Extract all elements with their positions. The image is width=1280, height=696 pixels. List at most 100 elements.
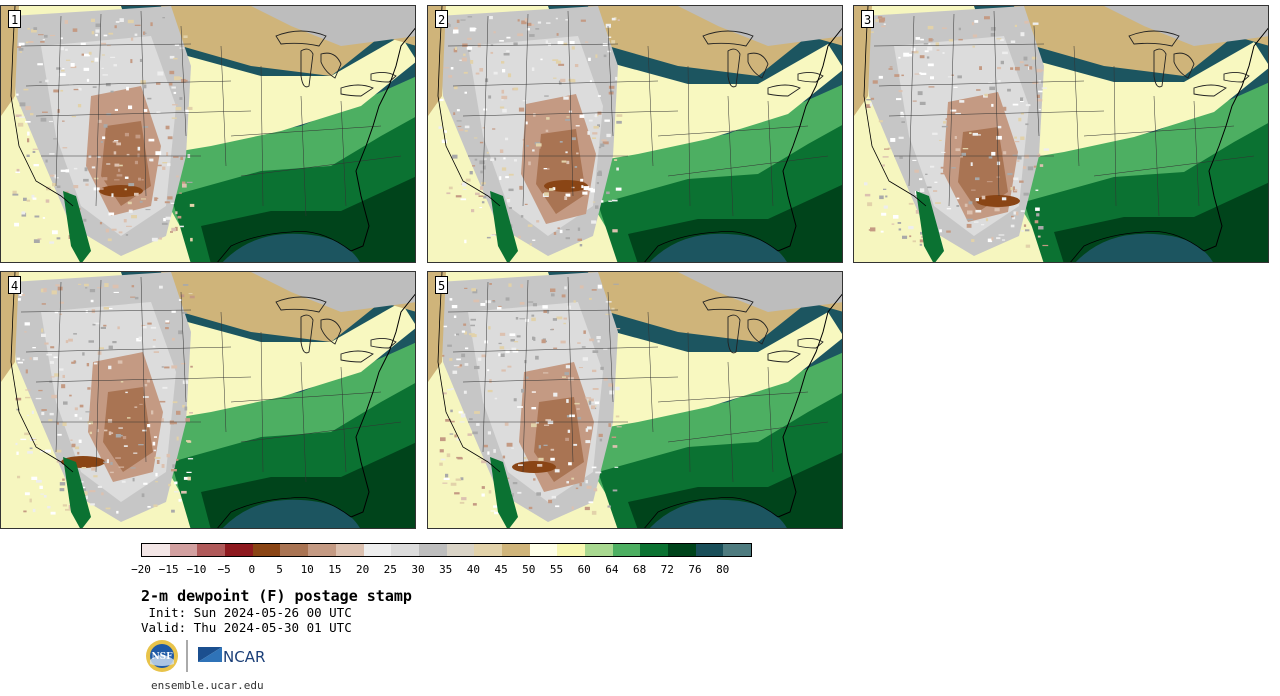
great-lake-outline xyxy=(727,48,741,88)
speckle xyxy=(469,27,476,32)
speckle xyxy=(84,53,90,57)
speckle xyxy=(453,86,458,90)
speckle xyxy=(480,170,483,174)
speckle xyxy=(173,57,178,60)
speckle xyxy=(73,185,79,189)
speckle xyxy=(499,176,502,180)
speckle xyxy=(91,466,96,471)
speckle xyxy=(1014,136,1017,139)
speckle xyxy=(50,376,55,378)
speckle xyxy=(591,405,595,409)
speckle xyxy=(49,361,54,364)
speckle xyxy=(176,175,179,178)
init-time: Init: Sun 2024-05-26 00 UTC xyxy=(141,605,352,620)
speckle xyxy=(130,37,134,41)
speckle xyxy=(573,300,576,303)
speckle xyxy=(526,145,529,147)
speckle xyxy=(543,310,547,313)
speckle xyxy=(18,47,24,51)
speckle xyxy=(492,300,496,303)
speckle xyxy=(880,230,884,233)
speckle xyxy=(493,31,496,34)
speckle xyxy=(1012,216,1016,220)
speckle xyxy=(29,357,32,360)
speckle xyxy=(18,42,25,47)
colorbar-tick-label: 80 xyxy=(716,563,730,576)
speckle xyxy=(1012,103,1019,106)
speckle xyxy=(75,446,80,450)
speckle xyxy=(449,358,453,361)
speckle xyxy=(517,19,520,22)
speckle xyxy=(486,151,489,154)
speckle xyxy=(615,76,618,81)
speckle xyxy=(912,240,916,243)
speckle xyxy=(589,297,592,300)
speckle xyxy=(463,53,466,56)
speckle xyxy=(588,501,594,504)
colorbar-swatch xyxy=(363,544,392,556)
speckle xyxy=(558,80,562,85)
speckle xyxy=(453,112,456,115)
dewpoint-map xyxy=(1,272,415,528)
speckle xyxy=(89,289,96,293)
speckle xyxy=(606,133,611,138)
state-border-line xyxy=(888,110,1105,117)
speckle xyxy=(935,42,939,47)
colorbar-swatch xyxy=(252,544,281,556)
speckle xyxy=(524,456,527,460)
speckle xyxy=(525,121,528,125)
colorbar-swatch xyxy=(529,544,558,556)
speckle xyxy=(558,63,565,66)
speckle xyxy=(917,91,923,96)
speckle xyxy=(950,109,957,112)
gulf-of-mexico xyxy=(649,233,787,262)
plains-dry-band xyxy=(151,302,415,422)
speckle xyxy=(505,349,510,354)
speckle xyxy=(49,153,55,155)
speckle xyxy=(930,76,934,80)
speckle xyxy=(588,119,593,122)
speckle xyxy=(174,44,180,46)
speckle xyxy=(520,215,524,218)
speckle xyxy=(1000,38,1004,41)
state-border-line xyxy=(35,376,252,383)
speckle xyxy=(93,177,99,180)
speckle xyxy=(148,138,155,142)
speckle xyxy=(147,322,152,325)
speckle xyxy=(66,59,71,61)
speckle xyxy=(41,333,46,337)
colorbar-tick-label: 30 xyxy=(411,563,425,576)
speckle xyxy=(49,34,56,37)
speckle xyxy=(450,409,453,413)
speckle xyxy=(137,153,140,158)
speckle xyxy=(600,143,605,147)
speckle xyxy=(617,19,620,21)
speckle xyxy=(153,449,156,452)
speckle xyxy=(467,433,472,436)
speckle xyxy=(611,40,616,44)
speckle xyxy=(1019,180,1024,183)
speckle xyxy=(532,239,536,241)
speckle xyxy=(27,131,30,136)
great-lake-outline xyxy=(1128,30,1180,47)
speckle xyxy=(173,156,179,158)
speckle xyxy=(134,24,141,26)
speckle xyxy=(879,18,885,23)
speckle xyxy=(79,404,84,408)
speckle xyxy=(1011,215,1014,218)
speckle xyxy=(52,230,58,235)
speckle xyxy=(97,485,102,488)
speckle xyxy=(611,436,617,438)
speckle xyxy=(561,294,566,298)
speckle xyxy=(462,182,467,187)
state-border-line xyxy=(220,311,227,433)
speckle xyxy=(544,424,550,426)
speckle xyxy=(142,326,147,329)
speckle xyxy=(1007,173,1013,176)
speckle xyxy=(914,169,919,173)
speckle xyxy=(612,489,618,492)
speckle xyxy=(108,308,113,310)
speckle xyxy=(500,353,505,357)
speckle xyxy=(185,109,189,114)
gulf-coastline xyxy=(644,497,779,528)
